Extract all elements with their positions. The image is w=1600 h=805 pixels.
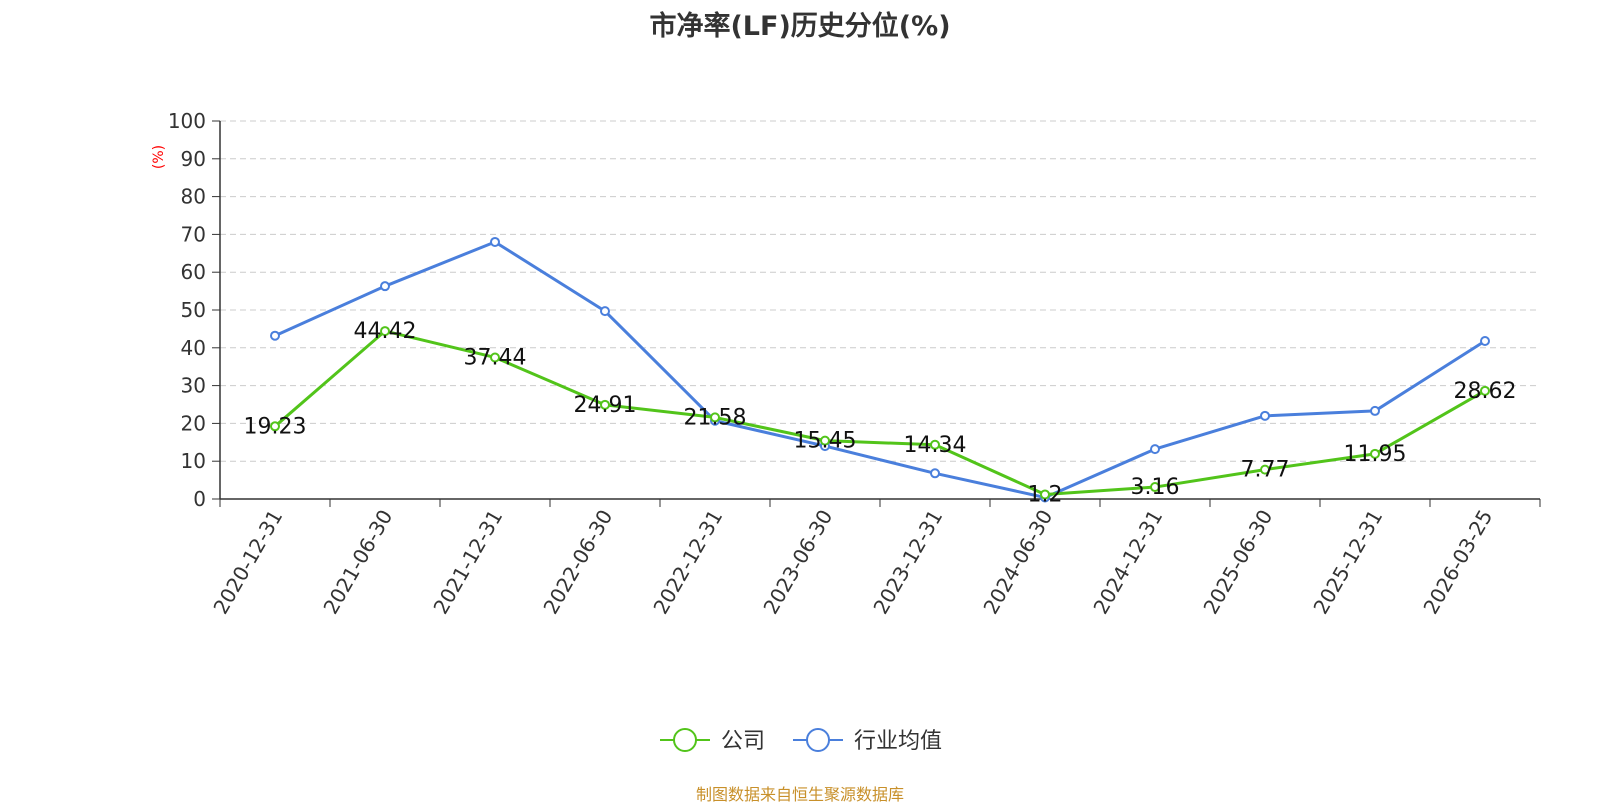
data-label: 7.77	[1241, 458, 1290, 483]
source-note: 制图数据来自恒生聚源数据库	[695, 785, 904, 804]
y-tick-label: 50	[181, 298, 206, 322]
y-axis-label: (%)	[151, 145, 167, 169]
data-point[interactable]	[490, 352, 500, 363]
legend-label: 公司	[721, 729, 765, 754]
x-tick-label: 2021-06-30	[318, 506, 397, 619]
x-tick-label: 2021-12-31	[428, 506, 507, 619]
y-tick-label: 20	[181, 411, 206, 435]
data-point[interactable]	[1150, 482, 1160, 493]
data-label: 44.42	[354, 319, 417, 344]
data-point[interactable]	[820, 435, 830, 446]
x-tick-label: 2025-12-31	[1308, 506, 1387, 619]
data-label: 19.23	[244, 414, 307, 439]
x-tick-label: 2024-06-30	[978, 506, 1057, 619]
data-label: 28.62	[1454, 379, 1517, 404]
legend-marker	[806, 728, 830, 752]
data-point[interactable]	[1480, 335, 1490, 346]
x-tick-label: 2022-06-30	[538, 506, 617, 619]
data-label: 11.95	[1344, 442, 1407, 467]
x-tick-label: 2023-06-30	[758, 506, 837, 619]
series-line-0	[274, 329, 1486, 496]
y-tick-label: 60	[181, 260, 206, 284]
legend-label: 行业均值	[854, 729, 942, 754]
data-point[interactable]	[600, 306, 610, 317]
x-tick-label: 2023-12-31	[868, 506, 947, 619]
data-point[interactable]	[270, 421, 280, 432]
data-label: 37.44	[464, 345, 527, 370]
legend-layer: 公司 行业均值	[660, 728, 942, 754]
data-point[interactable]	[930, 468, 940, 479]
x-tick-label: 2020-12-31	[208, 506, 287, 619]
legend-marker	[673, 728, 697, 752]
data-point[interactable]	[1150, 444, 1160, 455]
data-label: 24.91	[574, 393, 637, 418]
data-point[interactable]	[1370, 405, 1380, 416]
data-label: 21.58	[684, 405, 747, 430]
x-tick-label: 2025-06-30	[1198, 506, 1277, 619]
data-point[interactable]	[930, 439, 940, 450]
y-tick-label: 90	[181, 147, 206, 171]
y-tick-label: 80	[181, 185, 206, 209]
data-label: 15.45	[794, 429, 857, 454]
y-tick-label: 70	[181, 222, 206, 246]
data-label: 1.2	[1028, 482, 1063, 507]
y-tick-label: 0	[193, 487, 206, 511]
y-tick-label: 10	[181, 449, 206, 473]
y-tick-label: 40	[181, 336, 206, 360]
grid-layer	[220, 120, 1540, 462]
y-tick-label: 100	[168, 109, 206, 133]
axis-layer: 0 10 20 30 40 50 60 70 80 90 100(%) 2020-12-31 2021-…	[151, 109, 1541, 619]
series-line-1	[274, 240, 1486, 499]
legend-item-0[interactable]: 公司	[660, 728, 765, 754]
x-tick-label: 2022-12-31	[648, 506, 727, 619]
y-tick-label: 30	[181, 374, 206, 398]
data-point[interactable]	[490, 236, 500, 247]
data-point[interactable]	[270, 330, 280, 341]
chart-title: 市净率(LF)历史分位(%)	[649, 11, 951, 42]
data-point[interactable]	[1040, 489, 1050, 500]
data-label: 3.16	[1131, 475, 1180, 500]
data-point[interactable]	[1260, 464, 1270, 475]
data-point[interactable]	[1480, 385, 1490, 396]
x-tick-label: 2026-03-25	[1418, 506, 1497, 619]
data-point[interactable]	[600, 399, 610, 410]
data-label: 14.34	[904, 433, 967, 458]
label-layer: 19.23 44.42 37.44 24.91 21.58 15.45 14.34 1.2 3.…	[244, 319, 1517, 507]
data-point[interactable]	[380, 281, 390, 292]
data-point[interactable]	[1370, 448, 1380, 459]
data-point[interactable]	[710, 412, 720, 423]
series-layer	[270, 236, 1490, 503]
legend-item-1[interactable]: 行业均值	[793, 728, 942, 754]
x-tick-label: 2024-12-31	[1088, 506, 1167, 619]
data-point[interactable]	[1260, 410, 1270, 421]
data-point[interactable]	[380, 326, 390, 337]
